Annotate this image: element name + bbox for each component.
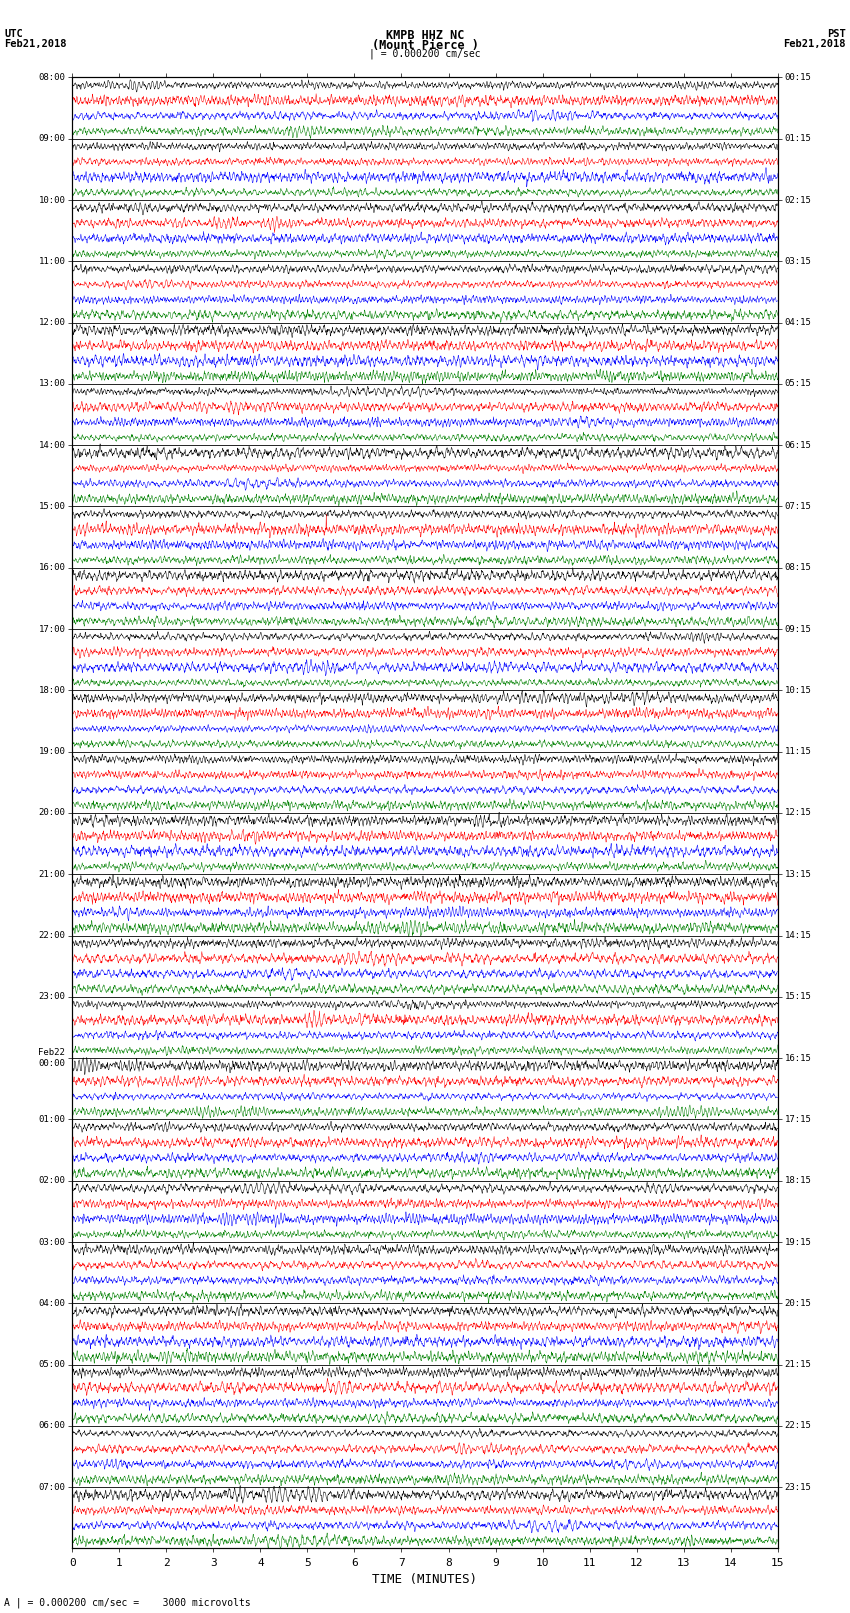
Text: PST: PST [827,29,846,39]
Text: KMPB HHZ NC: KMPB HHZ NC [386,29,464,42]
Text: (Mount Pierce ): (Mount Pierce ) [371,39,479,52]
Text: | = 0.000200 cm/sec: | = 0.000200 cm/sec [369,48,481,60]
Text: UTC: UTC [4,29,23,39]
Text: Feb21,2018: Feb21,2018 [783,39,846,48]
Text: A | = 0.000200 cm/sec =    3000 microvolts: A | = 0.000200 cm/sec = 3000 microvolts [4,1597,251,1608]
X-axis label: TIME (MINUTES): TIME (MINUTES) [372,1573,478,1586]
Text: Feb21,2018: Feb21,2018 [4,39,67,48]
